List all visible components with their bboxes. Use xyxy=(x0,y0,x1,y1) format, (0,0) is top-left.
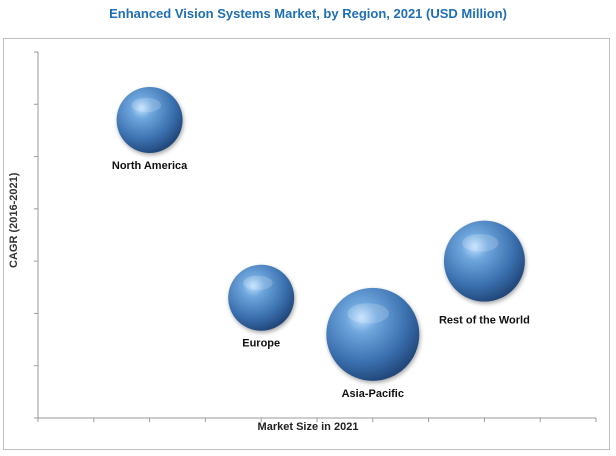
bubble-highlight xyxy=(462,234,499,252)
y-axis-label: CAGR (2016-2021) xyxy=(8,172,20,268)
bubble-label: Asia-Pacific xyxy=(342,388,404,400)
bubble-label: Europe xyxy=(242,338,280,350)
chart-frame xyxy=(3,38,610,450)
axes xyxy=(34,51,597,422)
bubble-highlight xyxy=(243,275,273,291)
chart-title: Enhanced Vision Systems Market, by Regio… xyxy=(109,6,507,21)
bubble-highlight xyxy=(347,303,390,324)
x-axis-label: Market Size in 2021 xyxy=(257,421,359,433)
bubble-label: Rest of the World xyxy=(439,315,530,327)
bubbles-group: North America Europe Asia-Pacific Rest of t… xyxy=(112,86,530,400)
bubble-label: North America xyxy=(112,160,188,172)
bubble-rest-of-the-world xyxy=(443,220,525,302)
bubble-north-america xyxy=(116,86,183,153)
bubble-asia-pacific xyxy=(326,287,420,381)
bubble-highlight xyxy=(131,97,162,113)
bubble-europe xyxy=(228,264,295,331)
